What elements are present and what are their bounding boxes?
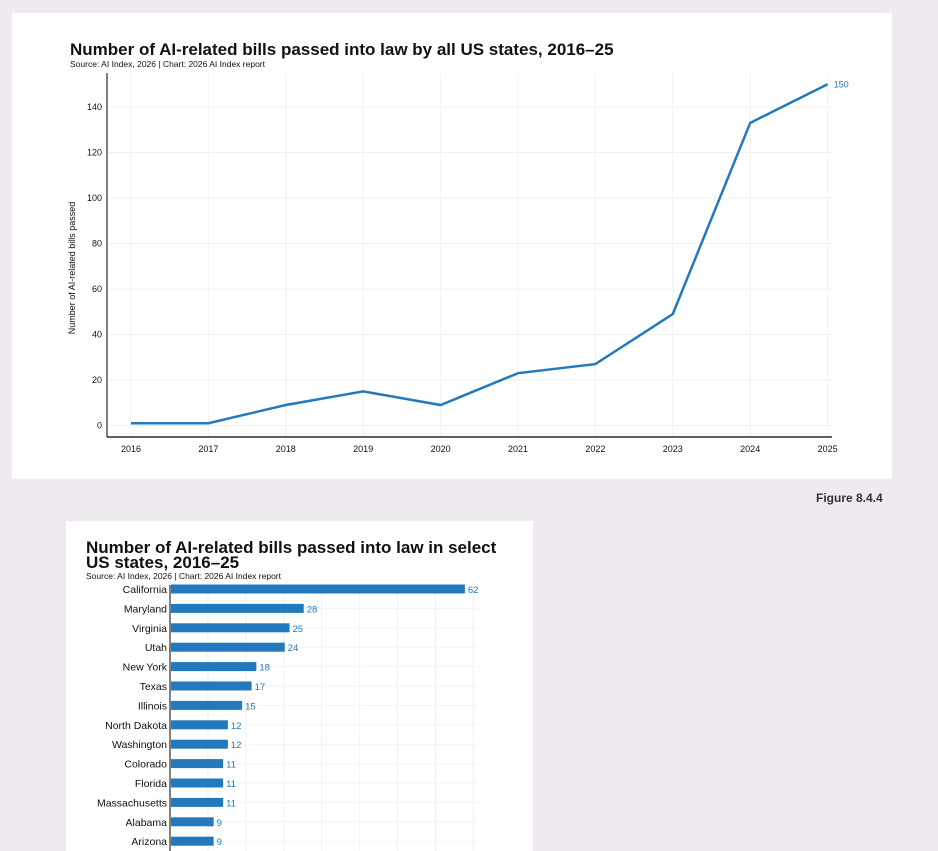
x-tick-label: 2019 — [353, 444, 373, 454]
category-label: Maryland — [124, 603, 167, 615]
x-tick-label: 2016 — [121, 444, 141, 454]
bar — [171, 779, 223, 788]
x-tick-label: 2023 — [663, 444, 683, 454]
bar — [171, 662, 256, 671]
x-tick-label: 2018 — [276, 444, 296, 454]
value-label: 62 — [468, 585, 479, 596]
line-chart-card: Number of AI-related bills passed into l… — [12, 13, 892, 479]
bar — [171, 623, 290, 632]
x-tick-label: 2022 — [585, 444, 605, 454]
figure-label: Figure 8.4.4 — [816, 491, 883, 505]
category-label: Utah — [145, 642, 167, 654]
category-label: California — [123, 584, 168, 596]
bar — [171, 798, 223, 807]
y-tick-label: 0 — [97, 421, 102, 431]
x-tick-label: 2025 — [818, 444, 838, 454]
bar — [171, 740, 228, 749]
bar — [171, 837, 214, 846]
value-label: 25 — [293, 624, 304, 635]
value-label: 24 — [288, 643, 299, 654]
value-label: 9 — [217, 818, 222, 829]
bar — [171, 759, 223, 768]
bar-chart-card: Number of AI-related bills passed into l… — [66, 521, 533, 851]
y-tick-label: 40 — [92, 330, 102, 340]
bar — [171, 720, 228, 729]
category-label: Illinois — [138, 700, 167, 712]
bar — [171, 643, 285, 652]
y-tick-label: 80 — [92, 239, 102, 249]
value-label: 11 — [226, 760, 236, 771]
category-label: Colorado — [124, 759, 167, 771]
value-label: 15 — [245, 701, 256, 712]
bar-chart: California 62 Maryland 28 Virginia 25 Utah 24 Ne… — [66, 521, 533, 851]
value-label: 11 — [226, 798, 236, 809]
category-label: Alabama — [126, 817, 168, 829]
x-tick-label: 2021 — [508, 444, 528, 454]
value-label: 12 — [231, 740, 242, 751]
data-line — [131, 84, 828, 423]
value-label: 17 — [255, 682, 266, 693]
category-label: Florida — [135, 778, 167, 790]
y-tick-label: 20 — [92, 375, 102, 385]
category-label: Texas — [140, 681, 167, 693]
category-label: Massachusetts — [97, 797, 167, 809]
x-tick-label: 2020 — [431, 444, 451, 454]
value-label: 28 — [307, 604, 318, 615]
bar — [171, 682, 252, 691]
category-label: Arizona — [131, 836, 167, 848]
y-tick-label: 100 — [87, 193, 102, 203]
bar — [171, 585, 465, 594]
category-label: Virginia — [132, 623, 167, 635]
category-label: North Dakota — [105, 720, 167, 732]
bar — [171, 817, 214, 826]
y-axis-label: Number of AI-related bills passed — [67, 202, 77, 335]
value-label: 12 — [231, 721, 242, 732]
bar — [171, 604, 304, 613]
category-label: New York — [123, 662, 168, 674]
value-label: 18 — [259, 663, 270, 674]
y-tick-label: 60 — [92, 284, 102, 294]
end-value-label: 150 — [834, 79, 849, 89]
value-label: 9 — [217, 837, 222, 848]
bar — [171, 701, 242, 710]
value-label: 11 — [226, 779, 236, 790]
x-tick-label: 2017 — [198, 444, 218, 454]
line-chart: 0 20 40 60 80 100 120 140 2016 2017 2018 2019 2020 20… — [12, 13, 892, 479]
y-tick-label: 120 — [87, 148, 102, 158]
y-tick-label: 140 — [87, 102, 102, 112]
x-tick-label: 2024 — [740, 444, 760, 454]
category-label: Washington — [112, 739, 167, 751]
